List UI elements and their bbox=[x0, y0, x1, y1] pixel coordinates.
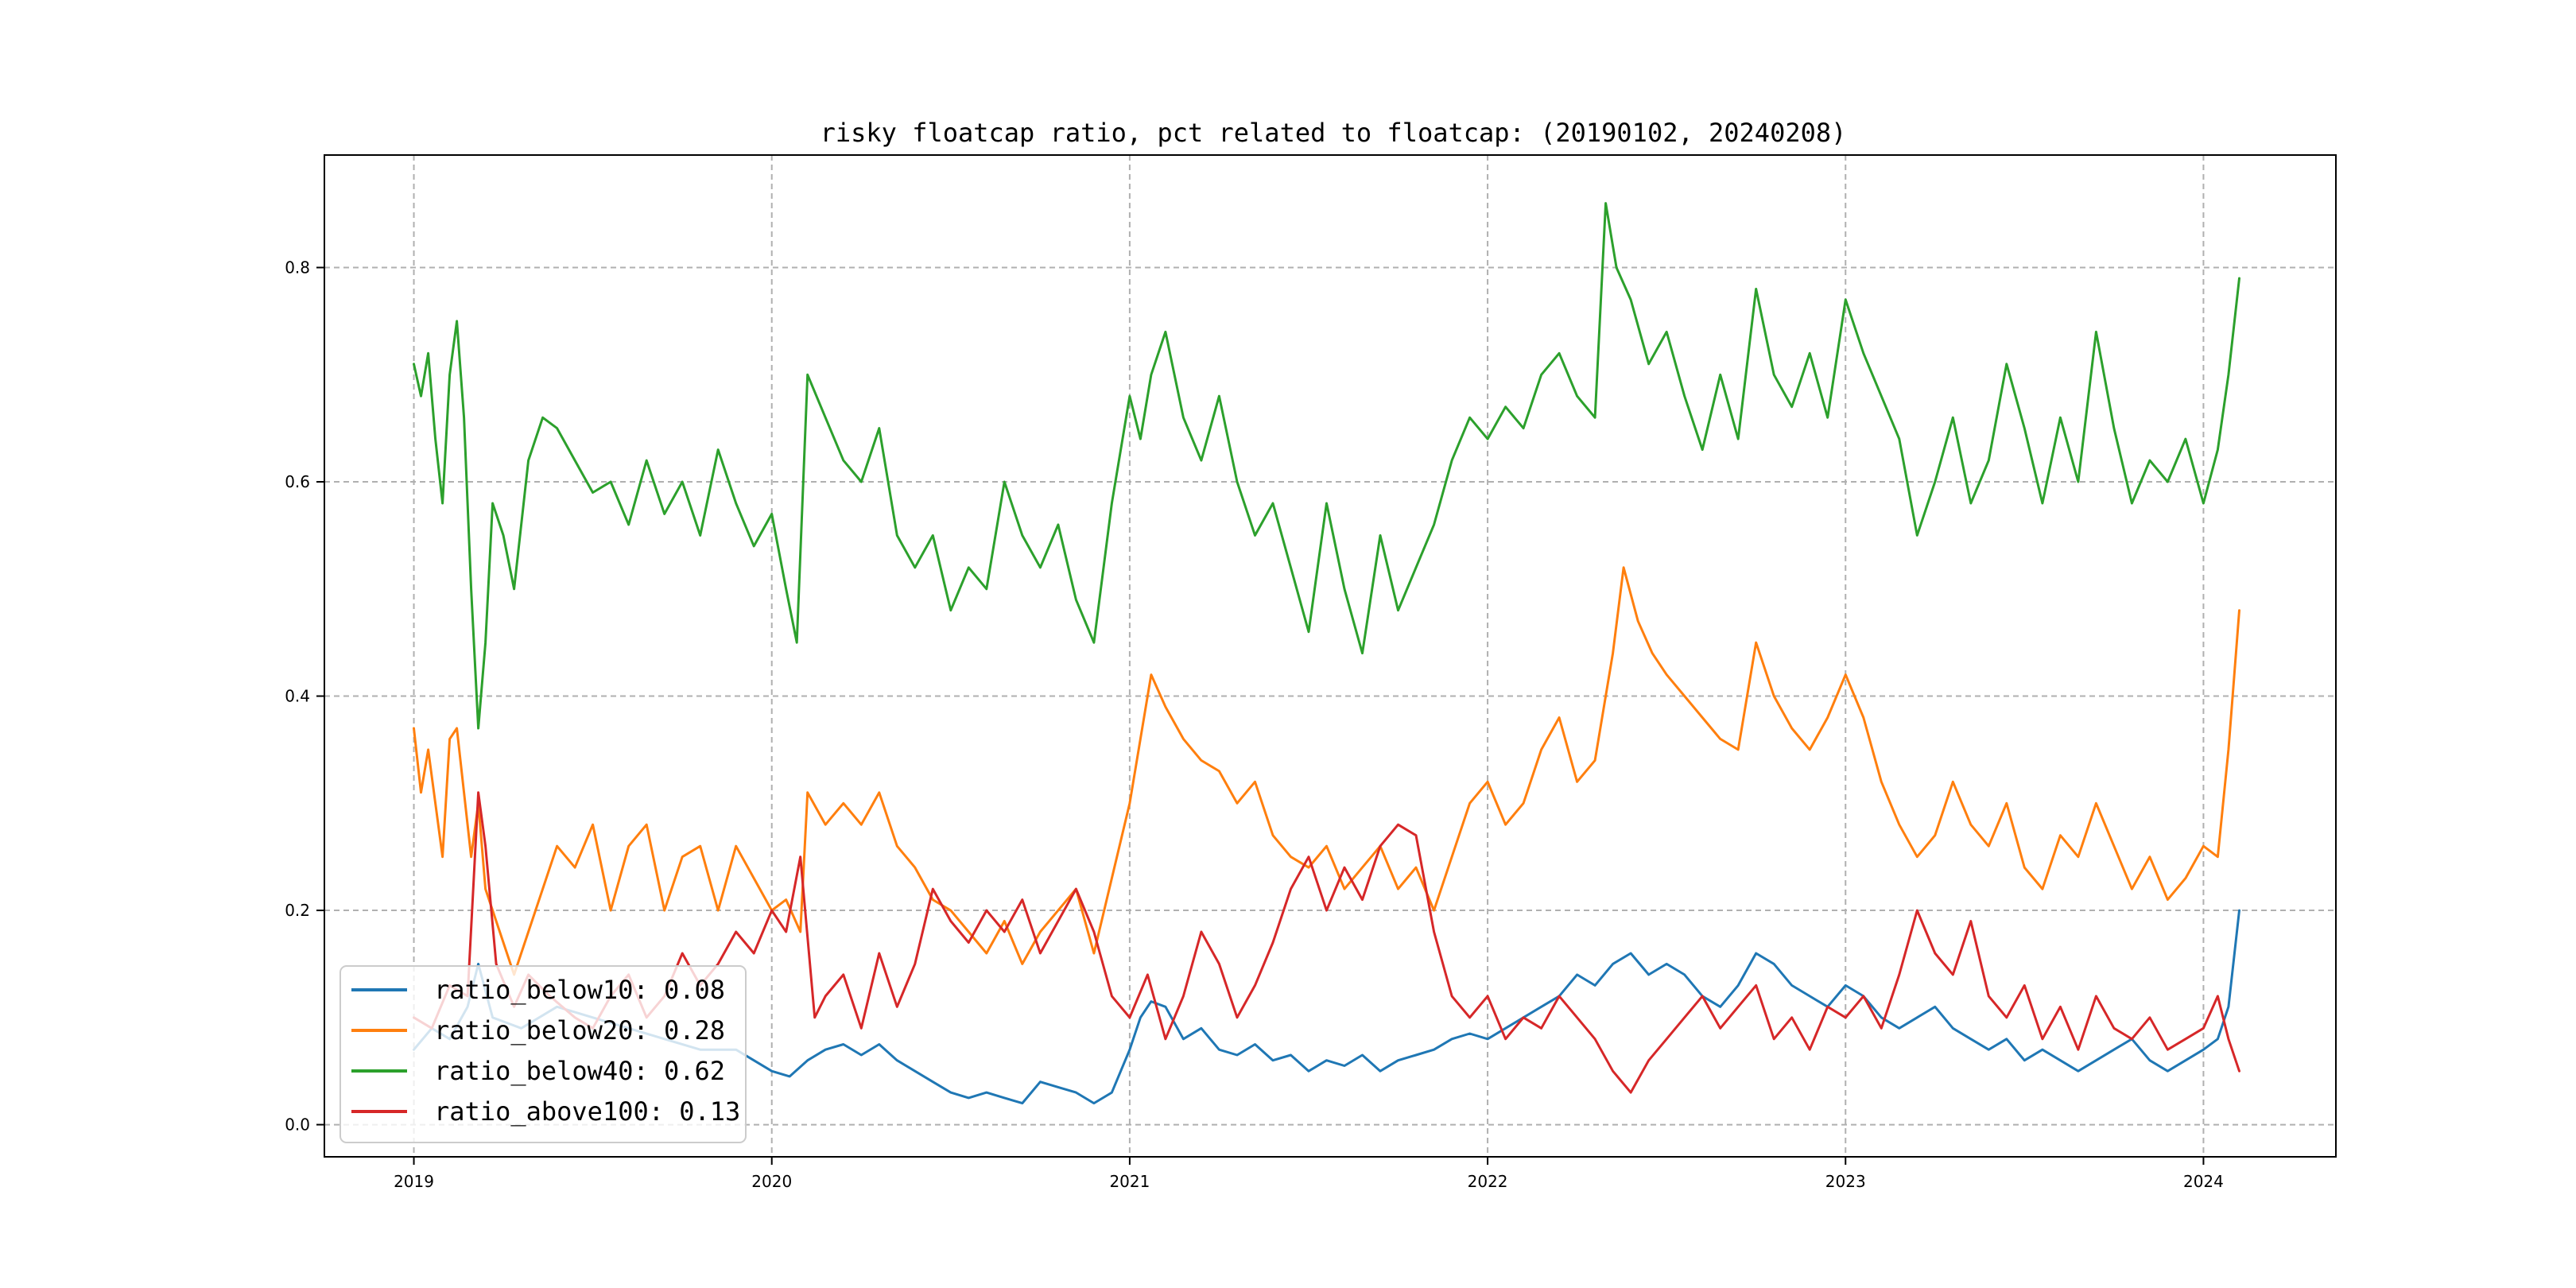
tick-layer: 2019 2020 2021 2022 2023 2024 0.0 0.2 0.4 0.6 0.8 bbox=[285, 258, 2224, 1191]
x-tick-label: 2019 bbox=[394, 1172, 434, 1191]
x-tick-label: 2021 bbox=[1109, 1172, 1150, 1191]
y-tick-label: 0.0 bbox=[285, 1115, 310, 1135]
legend-label-ratio-above100: ratio_above100: 0.13 bbox=[434, 1096, 740, 1127]
y-tick-label: 0.8 bbox=[285, 258, 310, 277]
y-tick-label: 0.6 bbox=[285, 472, 310, 491]
legend-label-ratio-below20: ratio_below20: 0.28 bbox=[434, 1015, 725, 1046]
series-line-ratio-below40 bbox=[413, 202, 2240, 730]
chart-title: risky floatcap ratio, pct related to flo… bbox=[821, 118, 1847, 148]
y-tick-label: 0.2 bbox=[285, 901, 310, 920]
x-tick-label: 2022 bbox=[1468, 1172, 1508, 1191]
series-line-ratio-below10 bbox=[413, 909, 2240, 1105]
plot-frame bbox=[324, 154, 2337, 1158]
legend-box bbox=[339, 965, 747, 1143]
legend-label-ratio-below10: ratio_below10: 0.08 bbox=[434, 975, 725, 1005]
y-tick-label: 0.4 bbox=[285, 687, 310, 706]
x-tick-label: 2024 bbox=[2183, 1172, 2224, 1191]
legend-label-ratio-below40: ratio_below40: 0.62 bbox=[434, 1056, 725, 1086]
legend: ratio_below10: 0.08 ratio_below20: 0.28 ra… bbox=[339, 965, 747, 1143]
x-tick-label: 2020 bbox=[751, 1172, 792, 1191]
x-tick-label: 2023 bbox=[1825, 1172, 1866, 1191]
series-line-ratio-below20 bbox=[413, 566, 2240, 976]
